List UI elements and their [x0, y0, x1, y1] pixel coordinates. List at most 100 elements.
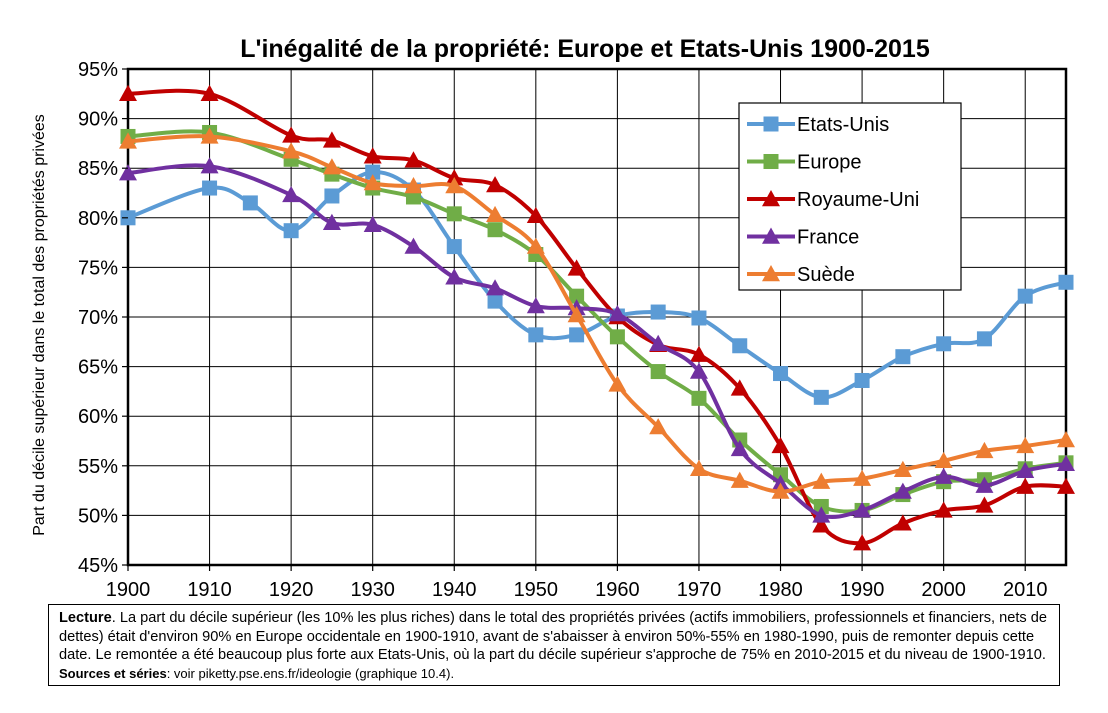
data-point: [975, 441, 994, 459]
y-tick-label: 65%: [78, 357, 118, 379]
x-tick-label: 1930: [350, 579, 395, 601]
series-france: [119, 157, 1075, 523]
data-point: [119, 132, 137, 149]
data-point: [853, 501, 872, 518]
data-point: [854, 372, 870, 388]
data-point: [404, 237, 423, 254]
note-sources-text: : voir piketty.pse.ens.fr/ideologie (gra…: [166, 665, 455, 681]
data-point: [936, 336, 952, 352]
data-point: [365, 164, 381, 180]
y-tick-label: 85%: [78, 158, 118, 180]
data-point: [282, 185, 301, 203]
data-point: [763, 154, 779, 169]
data-point: [975, 476, 994, 493]
data-point: [567, 306, 586, 323]
series-su-de: [119, 127, 1075, 499]
data-point: [1017, 288, 1033, 304]
data-point: [762, 265, 780, 282]
data-point: [526, 297, 545, 314]
x-tick-label: 2000: [921, 579, 966, 601]
data-point: [1016, 436, 1035, 454]
data-point: [322, 158, 341, 175]
data-point: [771, 436, 790, 454]
y-tick-label: 60%: [78, 406, 118, 428]
data-point: [404, 151, 423, 168]
data-point: [282, 142, 301, 159]
chart-title: L'inégalité de la propriété: Europe et E…: [240, 35, 930, 63]
data-point: [1058, 274, 1074, 290]
data-point: [771, 482, 790, 499]
data-point: [853, 469, 872, 486]
y-tick-label: 55%: [78, 456, 118, 478]
data-point: [528, 327, 544, 343]
data-point: [487, 222, 503, 238]
data-point: [486, 205, 505, 223]
data-point: [730, 439, 749, 457]
x-tick-label: 1980: [758, 579, 803, 601]
data-point: [119, 164, 137, 181]
data-point: [404, 177, 423, 194]
data-point: [812, 516, 831, 533]
data-point: [691, 390, 707, 406]
data-point: [445, 268, 464, 285]
data-point: [934, 501, 953, 518]
legend-item: Suède: [747, 264, 855, 286]
data-point: [650, 364, 666, 380]
axis-labels: 45% 50% 55% 60% 65% 70% 75% 80% 85% 90% 95% 1900 191…: [78, 59, 1047, 601]
data-point: [200, 157, 219, 174]
data-point: [691, 310, 707, 326]
data-point: [975, 496, 994, 513]
note-sources-label: Sources et séries: [59, 665, 167, 681]
data-point: [934, 467, 953, 484]
data-point: [446, 239, 462, 255]
data-point: [762, 227, 780, 244]
data-point: [526, 237, 545, 254]
data-point: [762, 190, 780, 207]
data-point: [650, 304, 666, 320]
data-point: [609, 329, 625, 345]
data-point: [649, 334, 668, 351]
data-point: [487, 293, 503, 309]
data-point: [893, 514, 912, 531]
note-lead: Lecture: [59, 610, 112, 626]
data-point: [200, 127, 219, 144]
data-point: [689, 459, 708, 476]
data-point: [730, 471, 749, 488]
note-body: . La part du décile supérieur (les 10% l…: [59, 610, 1047, 663]
data-point: [324, 188, 340, 204]
legend-label: Suède: [797, 264, 855, 286]
x-tick-label: 1920: [269, 579, 314, 601]
data-point: [1057, 431, 1075, 448]
legend: Etats-Unis Europe Royaume-Uni France Suède: [738, 102, 962, 291]
y-tick-label: 75%: [78, 257, 118, 279]
x-tick-label: 1940: [432, 579, 477, 601]
data-point: [730, 379, 749, 396]
y-tick-label: 90%: [78, 109, 118, 131]
data-point: [322, 213, 341, 230]
data-point: [282, 126, 301, 143]
x-tick-label: 1970: [677, 579, 722, 601]
legend-label: Europe: [797, 152, 862, 174]
data-point: [934, 451, 953, 469]
data-point: [1016, 461, 1035, 478]
data-point: [363, 147, 382, 164]
data-point: [976, 331, 992, 347]
y-tick-label: 50%: [78, 505, 118, 527]
data-point: [200, 84, 219, 101]
data-point: [1016, 477, 1035, 494]
data-point: [363, 174, 382, 191]
data-point: [608, 305, 627, 322]
data-point: [322, 131, 341, 148]
data-point: [202, 180, 218, 196]
data-point: [567, 259, 586, 276]
y-tick-label: 80%: [78, 208, 118, 230]
data-point: [773, 366, 789, 382]
data-point: [608, 375, 627, 392]
reading-note: Lecture. La part du décile supérieur (le…: [48, 604, 1060, 686]
data-point: [812, 472, 831, 489]
x-tick-label: 1910: [187, 579, 232, 601]
data-point: [283, 223, 299, 239]
series-line: [127, 88, 1067, 546]
x-tick-label: 1950: [514, 579, 559, 601]
series-layer: [119, 84, 1075, 551]
